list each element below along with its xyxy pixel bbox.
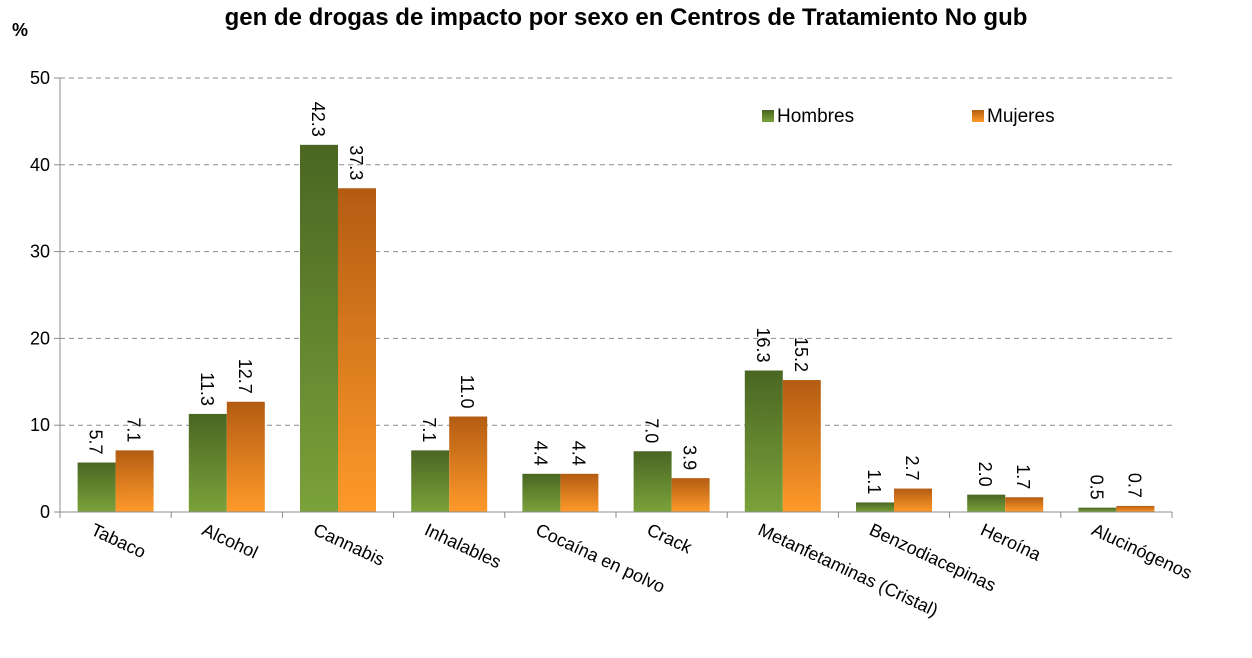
data-label: 11.0	[457, 375, 477, 409]
data-label: 7.1	[419, 417, 439, 442]
x-category-label: Cannabis	[310, 519, 387, 569]
legend-label-hombres: Hombres	[777, 106, 854, 127]
data-label: 12.7	[235, 359, 255, 394]
bar-hombres	[300, 144, 338, 512]
bar-hombres	[1078, 507, 1117, 512]
x-category-label: Crack	[644, 519, 696, 557]
data-label: 3.9	[680, 445, 700, 470]
x-category-label: Heroína	[978, 519, 1045, 565]
chart-title: gen de drogas de impacto por sexo en Cen…	[225, 4, 1028, 31]
bar-hombres	[77, 462, 116, 512]
y-tick-label: 50	[30, 68, 50, 88]
x-category-label: Inhalables	[422, 519, 505, 572]
y-tick-label: 40	[30, 155, 50, 175]
bar-mujeres	[1116, 505, 1155, 512]
bar-mujeres	[671, 478, 710, 512]
bar-mujeres	[226, 401, 265, 512]
bar-hombres	[522, 473, 561, 512]
bar-hombres	[967, 494, 1006, 512]
data-label: 1.1	[864, 469, 884, 494]
x-category-label: Alucinógenos	[1089, 519, 1195, 583]
data-label: 15.2	[791, 337, 811, 372]
bar-hombres	[744, 370, 783, 512]
bar-hombres	[633, 451, 672, 512]
data-label: 7.0	[642, 418, 662, 443]
data-label: 2.7	[902, 456, 922, 481]
data-label: 11.3	[197, 372, 217, 406]
bar-mujeres	[560, 473, 599, 512]
legend-swatch-mujeres	[972, 110, 984, 122]
data-label: 5.7	[86, 429, 106, 454]
x-category-label: Tabaco	[88, 519, 149, 562]
bar-mujeres	[782, 380, 821, 512]
data-label: 42.3	[308, 102, 328, 137]
y-tick-label: 10	[30, 415, 50, 435]
data-label: 0.7	[1124, 473, 1144, 498]
bar-mujeres	[894, 488, 932, 512]
legend-swatch-hombres	[762, 110, 774, 122]
data-label: 4.4	[568, 441, 588, 466]
bar-hombres	[856, 502, 894, 512]
bar-hombres	[411, 450, 450, 512]
x-category-label: Alcohol	[199, 519, 261, 562]
y-tick-label: 30	[30, 242, 50, 262]
x-category-label: Metanfetaminas (Cristal)	[755, 519, 941, 620]
data-label: 1.7	[1013, 464, 1033, 489]
data-label: 16.3	[753, 327, 773, 362]
y-axis-unit-label: %	[12, 20, 28, 40]
data-label: 7.1	[124, 417, 144, 442]
data-label: 0.5	[1086, 475, 1106, 500]
bar-mujeres	[1005, 497, 1044, 512]
legend-label-mujeres: Mujeres	[987, 106, 1055, 127]
y-tick-label: 20	[30, 328, 50, 348]
bar-mujeres	[338, 188, 376, 512]
data-label: 37.3	[346, 145, 366, 180]
bar-mujeres	[115, 450, 154, 512]
bar-mujeres	[449, 416, 488, 512]
bar-hombres	[188, 413, 227, 512]
data-label: 2.0	[975, 462, 995, 487]
data-label: 4.4	[530, 441, 550, 466]
y-tick-label: 0	[40, 502, 50, 522]
